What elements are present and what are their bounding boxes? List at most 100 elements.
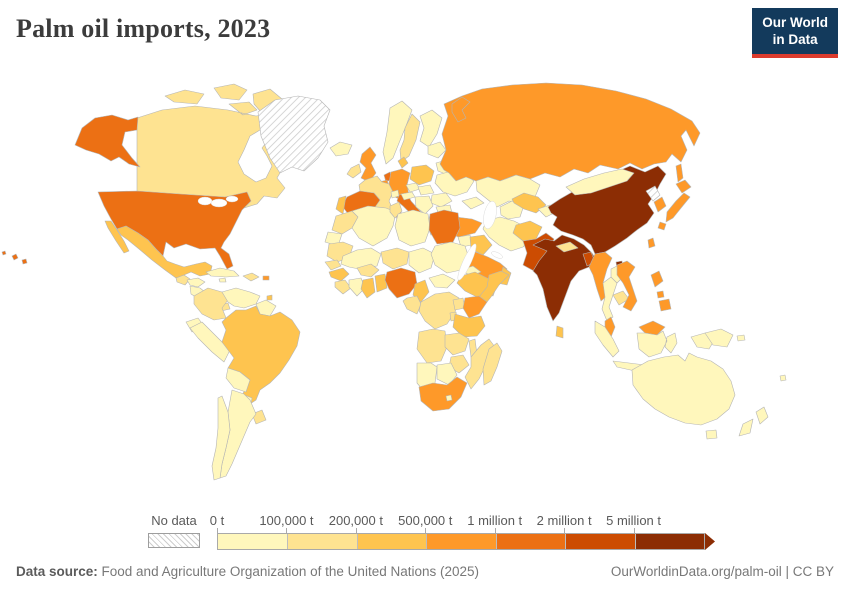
- chart-footer: Data source: Food and Agriculture Organi…: [0, 564, 850, 579]
- country-bolivia[interactable]: [225, 367, 251, 393]
- country-kenya[interactable]: [462, 295, 488, 319]
- country-somalia[interactable]: [478, 270, 510, 308]
- country-congo-gabon[interactable]: [402, 295, 422, 315]
- country-nepal[interactable]: [555, 241, 579, 253]
- country-baltic-states[interactable]: [427, 141, 447, 159]
- country-fiji[interactable]: [779, 374, 787, 382]
- legend-bin-6[interactable]: [634, 534, 704, 549]
- country-drc[interactable]: [418, 291, 460, 330]
- country-cuba[interactable]: [205, 267, 240, 278]
- country-madagascar[interactable]: [482, 342, 503, 386]
- country-hungary-slovakia[interactable]: [417, 184, 435, 196]
- owid-logo-line1: Our World: [762, 15, 828, 30]
- country-angola[interactable]: [416, 328, 448, 364]
- legend-no-data-label: No data: [151, 513, 197, 528]
- country-central-african-republic[interactable]: [428, 273, 456, 289]
- legend-bin-4[interactable]: [495, 534, 566, 549]
- legend-arrow: [705, 533, 715, 550]
- country-ireland[interactable]: [346, 163, 362, 179]
- owid-logo-line2: in Data: [772, 32, 818, 48]
- great-lakes: [210, 198, 228, 208]
- country-poland[interactable]: [409, 164, 435, 186]
- legend-bin-0[interactable]: [218, 534, 288, 549]
- legend-tick-mark: [217, 528, 218, 533]
- country-caucasus[interactable]: [461, 196, 485, 210]
- legend-color-bar: [217, 533, 705, 550]
- country-sweden[interactable]: [399, 113, 421, 163]
- country-india[interactable]: [532, 234, 598, 322]
- legend-tick-mark: [286, 528, 288, 533]
- country-greenland[interactable]: [257, 95, 331, 174]
- legend-tick-label-6: 5 million t: [606, 513, 662, 528]
- country-sierra-leone-liberia[interactable]: [334, 279, 352, 295]
- country-south-korea[interactable]: [653, 196, 667, 213]
- country-russia[interactable]: [439, 82, 701, 183]
- legend-tick-mark: [633, 528, 635, 533]
- legend-tick-label-2: 200,000 t: [328, 513, 383, 528]
- legend-bin-2[interactable]: [356, 534, 427, 549]
- legend-tick-label-4: 1 million t: [467, 513, 523, 528]
- country-chile[interactable]: [211, 395, 231, 481]
- country-philippines[interactable]: [650, 270, 672, 312]
- data-source-note: Data source: Food and Agriculture Organi…: [16, 564, 479, 579]
- legend-tick-label-0: 0 t: [209, 513, 225, 528]
- country-zambia[interactable]: [444, 332, 470, 356]
- legend-tick-label-5: 2 million t: [536, 513, 592, 528]
- great-lakes: [197, 196, 213, 206]
- country-japan[interactable]: [657, 179, 692, 231]
- data-source-text: Food and Agriculture Organization of the…: [97, 564, 480, 579]
- country-algeria[interactable]: [351, 205, 397, 247]
- country-mexico[interactable]: [104, 220, 213, 279]
- legend-bin-3[interactable]: [426, 534, 496, 549]
- persian-gulf: [491, 251, 503, 259]
- country-papua-new-guinea[interactable]: [704, 328, 746, 348]
- legend-bin-1[interactable]: [287, 534, 357, 549]
- country-taiwan[interactable]: [647, 237, 656, 249]
- country-mongolia[interactable]: [565, 168, 635, 196]
- country-guatemala[interactable]: [175, 274, 191, 286]
- country-niger[interactable]: [380, 247, 410, 270]
- country-norway[interactable]: [382, 100, 413, 165]
- country-egypt[interactable]: [428, 209, 461, 245]
- country-tanzania[interactable]: [452, 313, 486, 338]
- country-iceland[interactable]: [329, 141, 353, 157]
- country-chad[interactable]: [408, 247, 436, 274]
- country-united-kingdom[interactable]: [359, 146, 377, 183]
- country-guinea[interactable]: [328, 267, 350, 282]
- country-ghana[interactable]: [360, 277, 376, 299]
- country-portugal[interactable]: [335, 195, 347, 215]
- country-hispaniola[interactable]: [242, 272, 260, 282]
- country-thailand[interactable]: [601, 276, 618, 322]
- country-senegal[interactable]: [324, 259, 342, 271]
- country-libya[interactable]: [394, 209, 431, 247]
- country-north-korea[interactable]: [645, 185, 661, 202]
- country-vietnam[interactable]: [616, 260, 638, 312]
- country-south-africa[interactable]: [418, 376, 468, 412]
- country-finland[interactable]: [419, 109, 443, 148]
- owid-url-link[interactable]: OurWorldinData.org/palm-oil | CC BY: [610, 564, 834, 579]
- country-puerto-rico[interactable]: [262, 275, 270, 281]
- country-honduras[interactable]: [186, 277, 206, 288]
- country-balkans[interactable]: [414, 195, 434, 215]
- country-colombia[interactable]: [193, 287, 229, 321]
- country-lesotho[interactable]: [445, 394, 453, 402]
- country-jamaica[interactable]: [218, 277, 227, 283]
- country-sri-lanka[interactable]: [555, 325, 564, 339]
- country-switzerland[interactable]: [390, 189, 400, 199]
- country-united-states[interactable]: [1, 114, 252, 270]
- country-new-zealand[interactable]: [738, 406, 769, 437]
- country-denmark[interactable]: [397, 156, 409, 169]
- country-ivory-coast[interactable]: [348, 277, 366, 297]
- country-nigeria[interactable]: [384, 267, 418, 299]
- country-brazil[interactable]: [221, 305, 301, 407]
- country-burkina-faso[interactable]: [356, 263, 380, 278]
- country-togo-benin[interactable]: [374, 273, 388, 293]
- legend-no-data-swatch[interactable]: [148, 533, 200, 548]
- owid-logo[interactable]: Our World in Data: [752, 8, 838, 58]
- legend-bin-5[interactable]: [565, 534, 635, 549]
- map-legend: No data 0 t 100,000 t 200,000 t 500,000 t 1 …: [0, 512, 850, 554]
- country-trinidad[interactable]: [266, 294, 273, 301]
- country-australia[interactable]: [631, 352, 736, 440]
- page-title: Palm oil imports, 2023: [16, 14, 271, 43]
- country-malaysia[interactable]: [604, 316, 666, 338]
